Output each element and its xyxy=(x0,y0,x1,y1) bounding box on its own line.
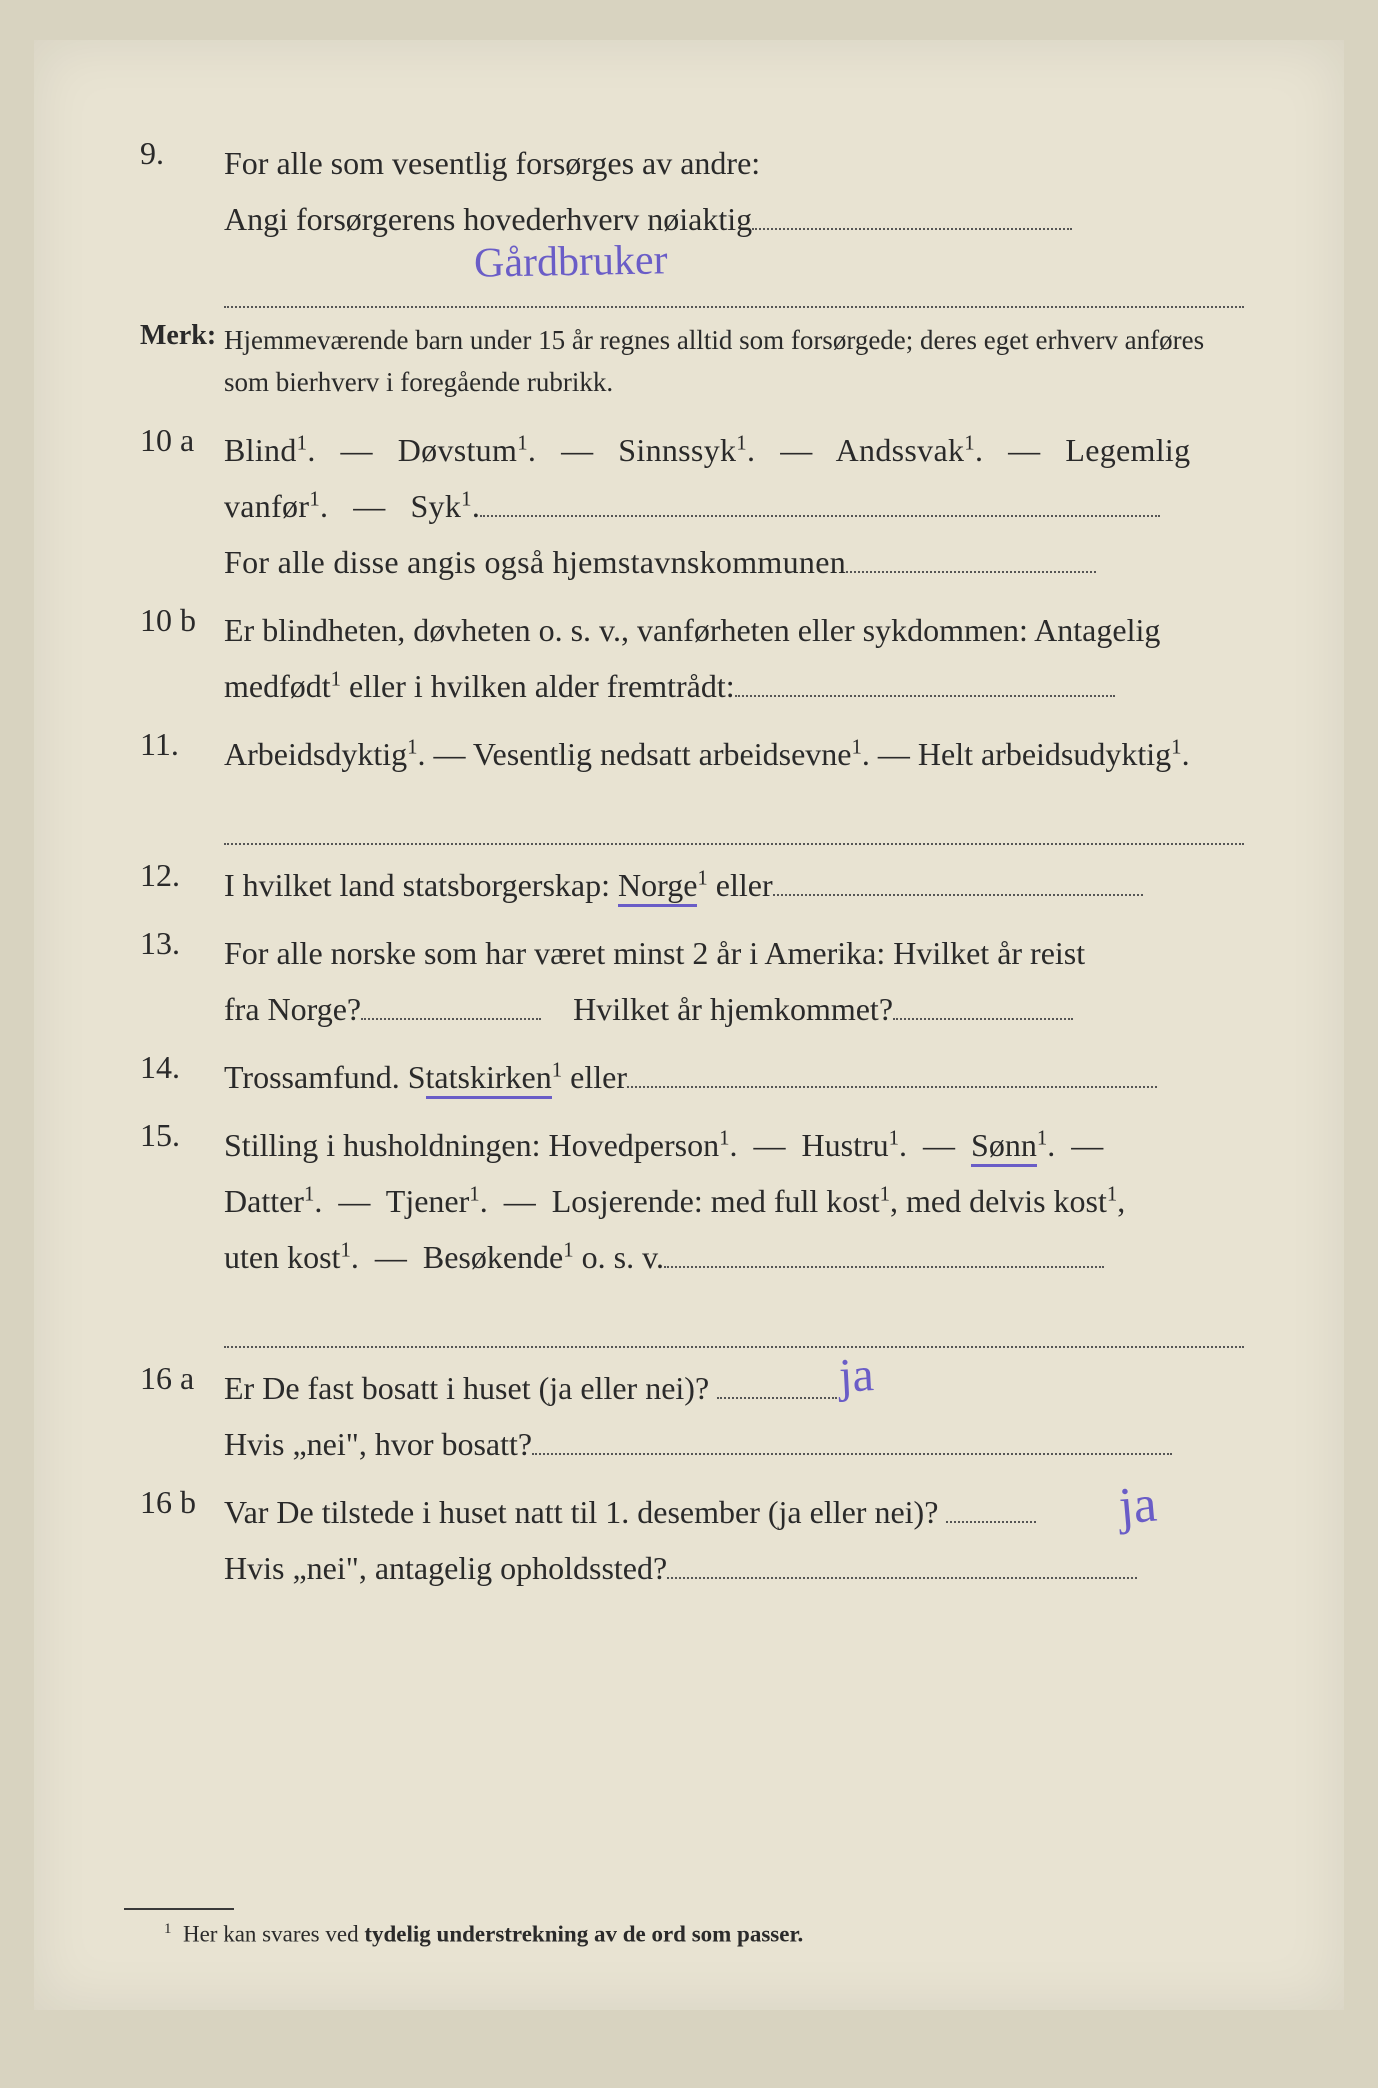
q12-content: I hvilket land statsborgerskap: Norge1 e… xyxy=(224,857,1244,913)
q16a-content: Er De fast bosatt i huset (ja eller nei)… xyxy=(224,1360,1244,1472)
q10a-content: Blind1. — Døvstum1. — Sinnssyk1. — Andss… xyxy=(224,422,1244,590)
q15-content: Stilling i husholdningen: Hovedperson1. … xyxy=(224,1117,1244,1348)
q14-content: Trossamfund. Statskirken1 eller xyxy=(224,1049,1244,1105)
q16b-number: 16 b xyxy=(134,1484,224,1521)
question-13: 13. For alle norske som har været minst … xyxy=(134,925,1244,1037)
question-16b: 16 b Var De tilstede i huset natt til 1.… xyxy=(134,1484,1244,1596)
question-12: 12. I hvilket land statsborgerskap: Norg… xyxy=(134,857,1244,913)
q10b-number: 10 b xyxy=(134,602,224,639)
q13-number: 13. xyxy=(134,925,224,962)
question-9: 9. For alle som vesentlig forsørges av a… xyxy=(134,135,1244,308)
q14-number: 14. xyxy=(134,1049,224,1086)
q16a-handwritten-answer: ja xyxy=(838,1347,875,1404)
q12-number: 12. xyxy=(134,857,224,894)
question-11: 11. Arbeidsdyktig1. — Vesentlig nedsatt … xyxy=(134,726,1244,845)
footnote: 1 Her kan svares ved tydelig understrekn… xyxy=(164,1921,803,1948)
merk-text: Hjemmeværende barn under 15 år regnes al… xyxy=(224,320,1244,404)
question-16a: 16 a Er De fast bosatt i huset (ja eller… xyxy=(134,1360,1244,1472)
q15-underlined-sonn: Sønn xyxy=(971,1127,1037,1167)
question-10b: 10 b Er blindheten, døvheten o. s. v., v… xyxy=(134,602,1244,714)
question-15: 15. Stilling i husholdningen: Hovedperso… xyxy=(134,1117,1244,1348)
q9-handwritten-answer: Gårdbruker xyxy=(474,236,668,287)
q13-content: For alle norske som har været minst 2 år… xyxy=(224,925,1244,1037)
q9-line1: For alle som vesentlig forsørges av andr… xyxy=(224,145,760,181)
q14-underlined: tatskirken xyxy=(426,1059,552,1099)
q9-number: 9. xyxy=(134,135,224,172)
merk-label: Merk: xyxy=(134,320,224,404)
q10b-content: Er blindheten, døvheten o. s. v., vanfør… xyxy=(224,602,1244,714)
footnote-rule xyxy=(124,1908,234,1910)
q16b-content: Var De tilstede i huset natt til 1. dese… xyxy=(224,1484,1244,1596)
question-14: 14. Trossamfund. Statskirken1 eller xyxy=(134,1049,1244,1105)
q11-content: Arbeidsdyktig1. — Vesentlig nedsatt arbe… xyxy=(224,726,1244,845)
q11-number: 11. xyxy=(134,726,224,763)
q12-underlined: Norge xyxy=(618,867,697,907)
question-10a: 10 a Blind1. — Døvstum1. — Sinnssyk1. — … xyxy=(134,422,1244,590)
q16a-number: 16 a xyxy=(134,1360,224,1397)
q10a-number: 10 a xyxy=(134,422,224,459)
q9-content: For alle som vesentlig forsørges av andr… xyxy=(224,135,1244,308)
q15-number: 15. xyxy=(134,1117,224,1154)
q9-line2: Angi forsørgerens hovederhverv nøiaktig xyxy=(224,201,752,237)
q16b-handwritten-answer: ja xyxy=(1117,1474,1160,1536)
merk-note: Merk: Hjemmeværende barn under 15 år reg… xyxy=(134,320,1244,404)
form-page: 9. For alle som vesentlig forsørges av a… xyxy=(34,40,1344,2010)
